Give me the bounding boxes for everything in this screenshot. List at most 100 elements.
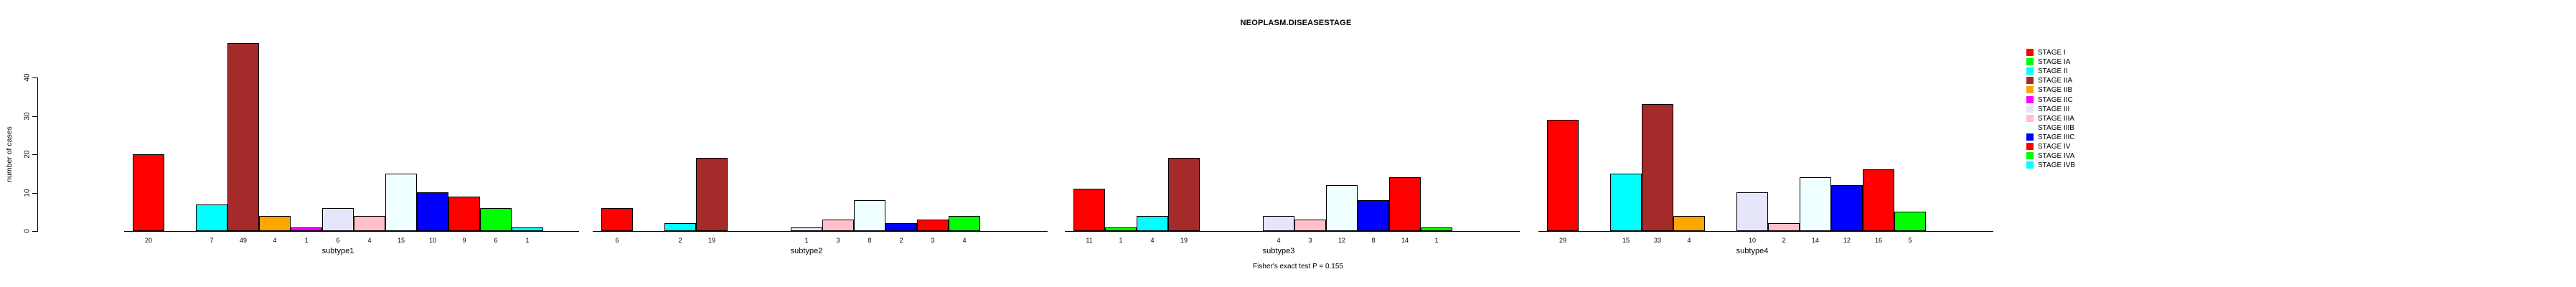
x-baseline xyxy=(1065,231,1520,232)
y-tick-label: 10 xyxy=(23,188,32,197)
bar-value-label: 4 xyxy=(962,237,967,244)
bar xyxy=(1263,216,1294,231)
bar xyxy=(196,204,227,231)
legend-swatch xyxy=(2026,143,2034,150)
bar-value-label: 19 xyxy=(1180,237,1188,244)
bar-value-label: 1 xyxy=(525,237,530,244)
bar-value-label: 6 xyxy=(494,237,498,244)
bar-value-label: 2 xyxy=(1782,237,1786,244)
bar xyxy=(1894,212,1926,231)
legend-label: STAGE IIA xyxy=(2038,77,2073,85)
bar xyxy=(1642,104,1673,231)
bar xyxy=(291,227,322,231)
bar-value-label: 8 xyxy=(868,237,872,244)
y-tick-mark xyxy=(32,231,37,232)
bar xyxy=(448,197,480,231)
bar xyxy=(1137,216,1168,231)
y-axis-label: number of cases xyxy=(5,126,14,182)
bar-value-label: 1 xyxy=(304,237,309,244)
legend-swatch xyxy=(2026,67,2034,75)
bar xyxy=(1831,185,1863,231)
legend-swatch xyxy=(2026,161,2034,169)
x-group-label: subtype2 xyxy=(790,247,823,255)
y-tick-label: 30 xyxy=(23,111,32,121)
bar xyxy=(1389,177,1421,231)
bar-value-label: 6 xyxy=(615,237,619,244)
bar-value-label: 49 xyxy=(239,237,248,244)
bar xyxy=(885,223,917,231)
bar xyxy=(385,174,417,231)
bar-value-label: 16 xyxy=(1874,237,1883,244)
bar-value-label: 29 xyxy=(1559,237,1567,244)
legend-label: STAGE IV xyxy=(2038,143,2071,151)
legend-label: STAGE II xyxy=(2038,67,2068,76)
legend-swatch xyxy=(2026,152,2034,160)
bar xyxy=(1168,158,1200,231)
chart-title: NEOPLASM.DISEASESTAGE xyxy=(1240,19,1352,27)
legend-label: STAGE IVA xyxy=(2038,152,2075,161)
bar-value-label: 10 xyxy=(428,237,437,244)
bar xyxy=(1421,227,1452,231)
bar-value-label: 33 xyxy=(1653,237,1662,244)
y-tick-label: 20 xyxy=(23,150,32,159)
legend-swatch xyxy=(2026,58,2034,66)
bar xyxy=(1610,174,1642,231)
x-baseline xyxy=(593,231,1048,232)
bar xyxy=(1105,227,1137,231)
bar-value-label: 4 xyxy=(1687,237,1691,244)
bar-value-label: 1 xyxy=(1119,237,1123,244)
bar xyxy=(354,216,385,231)
bar-value-label: 3 xyxy=(931,237,935,244)
bar xyxy=(696,158,728,231)
bar-value-label: 5 xyxy=(1908,237,1912,244)
bar xyxy=(601,208,633,231)
bar-value-label: 14 xyxy=(1811,237,1820,244)
legend-swatch xyxy=(2026,105,2034,113)
x-baseline xyxy=(1538,231,1993,232)
bar-value-label: 15 xyxy=(397,237,405,244)
y-tick-mark xyxy=(32,116,37,117)
bar-value-label: 6 xyxy=(336,237,340,244)
x-group-label: subtype3 xyxy=(1262,247,1295,255)
y-tick-label: 0 xyxy=(23,229,32,233)
bar xyxy=(227,43,259,231)
bar xyxy=(1768,223,1800,231)
bar xyxy=(949,216,980,231)
bar-value-label: 10 xyxy=(1748,237,1757,244)
bar-value-label: 3 xyxy=(836,237,840,244)
legend-swatch xyxy=(2026,95,2034,103)
bar xyxy=(822,220,854,231)
legend-label: STAGE IIIC xyxy=(2038,133,2075,141)
bar-value-label: 2 xyxy=(678,237,682,244)
bar xyxy=(664,223,696,231)
legend-swatch xyxy=(2026,49,2034,56)
bar-value-label: 2 xyxy=(899,237,903,244)
bar xyxy=(1673,216,1705,231)
bar xyxy=(854,200,885,231)
bar-value-label: 4 xyxy=(1150,237,1155,244)
bar-value-label: 8 xyxy=(1371,237,1376,244)
bar-value-label: 9 xyxy=(462,237,466,244)
bar xyxy=(1073,189,1105,231)
bar xyxy=(1863,169,1894,231)
bar xyxy=(322,208,354,231)
legend-label: STAGE IIC xyxy=(2038,95,2073,104)
bar xyxy=(133,154,164,231)
legend-label: STAGE IIB xyxy=(2038,86,2073,95)
bar-value-label: 12 xyxy=(1338,237,1346,244)
y-tick-label: 40 xyxy=(23,73,32,82)
bar-value-label: 7 xyxy=(210,237,214,244)
bar-value-label: 19 xyxy=(708,237,716,244)
bar xyxy=(417,192,448,231)
y-tick-mark xyxy=(32,192,37,194)
x-group-label: subtype1 xyxy=(321,247,354,255)
bar-value-label: 11 xyxy=(1086,237,1093,244)
legend-label: STAGE III xyxy=(2038,105,2070,113)
legend-swatch xyxy=(2026,123,2034,131)
bar-value-label: 14 xyxy=(1401,237,1409,244)
bar-value-label: 3 xyxy=(1308,237,1312,244)
footer-note: Fisher's exact test P = 0.155 xyxy=(1253,263,1343,270)
bar xyxy=(917,220,949,231)
x-baseline xyxy=(124,231,579,232)
